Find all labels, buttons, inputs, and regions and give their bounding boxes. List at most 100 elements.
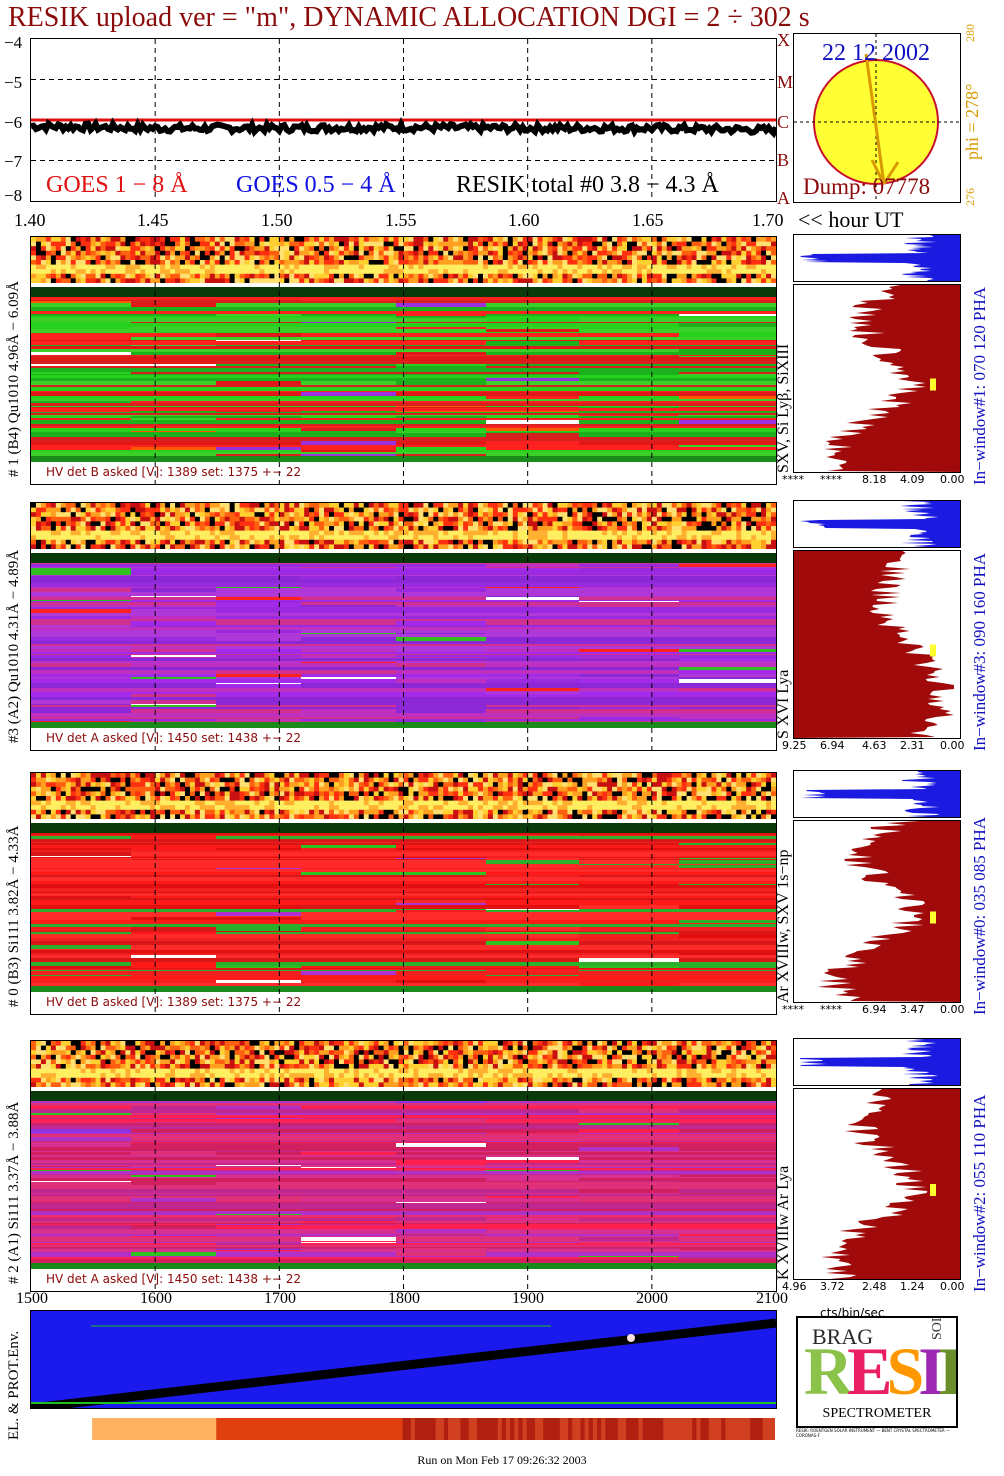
spectrum-stripe <box>679 697 776 700</box>
header-cell <box>612 246 618 252</box>
spectrum-stripe <box>579 717 680 719</box>
header-cell <box>681 260 688 266</box>
header-cell <box>398 507 404 513</box>
header-cell <box>696 782 702 788</box>
header-cell <box>170 544 176 550</box>
spectrum-stripe <box>679 355 776 356</box>
header-cell <box>512 278 519 284</box>
header-cell <box>666 773 673 779</box>
header-cell <box>542 260 549 266</box>
header-cell <box>125 512 131 518</box>
header-cell <box>646 521 653 527</box>
header-cell <box>512 791 519 797</box>
header-cell <box>631 773 638 779</box>
header-cell <box>264 241 270 247</box>
header-cell <box>358 516 365 522</box>
header-cell <box>55 773 62 779</box>
header-cell <box>214 507 221 513</box>
spectrum-stripe <box>486 431 580 432</box>
spectrum-stripe <box>679 413 776 415</box>
spectrum-stripe <box>679 406 776 407</box>
header-cell <box>289 507 295 513</box>
header-cell <box>746 773 752 779</box>
header-cell <box>577 241 583 247</box>
header-cell <box>140 526 146 532</box>
header-cell <box>204 544 211 550</box>
header-cell <box>363 273 370 279</box>
header-cell <box>473 278 479 284</box>
header-cell <box>428 255 434 261</box>
header-cell <box>358 544 365 550</box>
header-cell <box>502 521 509 527</box>
header-cell <box>532 521 539 527</box>
spectrum-stripe <box>216 303 302 307</box>
header-cell <box>358 255 365 261</box>
header-cell <box>607 782 613 788</box>
header-cell <box>378 530 385 536</box>
header-cell <box>90 250 97 256</box>
header-cell <box>641 503 648 509</box>
header-cell <box>80 791 87 797</box>
header-cell <box>204 539 211 545</box>
spectrum-stripe <box>216 576 302 579</box>
header-cell <box>244 507 251 513</box>
header-cell <box>80 260 87 266</box>
header-cell <box>279 264 285 270</box>
header-cell <box>582 278 588 284</box>
spectrum-stripe <box>396 705 487 707</box>
spectrum-stripe <box>679 415 776 416</box>
header-cell <box>408 260 414 266</box>
header-cell <box>309 512 315 518</box>
header-cell <box>329 791 335 797</box>
spectrum-stripe <box>396 399 487 401</box>
header-cell <box>502 237 509 243</box>
spectrum-stripe <box>301 372 397 374</box>
header-cell <box>209 791 216 797</box>
header-cell <box>756 273 762 279</box>
header-cell <box>309 796 315 802</box>
header-cell <box>363 503 370 509</box>
spectrum-stripe <box>679 592 776 596</box>
header-cell <box>358 269 365 275</box>
spectrum-stripe <box>131 609 217 613</box>
header-cell <box>100 796 106 802</box>
header-cell <box>656 791 663 797</box>
spectrum-stripe <box>486 452 580 454</box>
header-cell <box>547 241 553 247</box>
header-cell <box>636 503 643 509</box>
header-cell <box>135 535 141 541</box>
spectrum-stripe <box>301 694 397 697</box>
header-cell <box>547 773 553 779</box>
header-cell <box>35 246 42 252</box>
header-cell <box>751 273 757 279</box>
header-cell <box>582 264 588 270</box>
header-cell <box>189 269 196 275</box>
header-cell <box>522 786 529 792</box>
header-cell <box>55 512 62 518</box>
spectrum-stripe <box>31 596 132 597</box>
class-b: B <box>777 150 790 170</box>
header-cell <box>45 773 52 779</box>
header-cell <box>507 255 514 261</box>
header-cell <box>130 530 136 536</box>
header-cell <box>189 237 196 243</box>
header-cell <box>239 260 246 266</box>
header-cell <box>731 512 737 518</box>
header-cell <box>433 273 439 279</box>
spectrum-stripe <box>31 428 132 431</box>
header-cell <box>204 264 211 270</box>
header-cell <box>562 777 568 783</box>
header-cell <box>656 782 663 788</box>
spectrum-stripe <box>486 412 580 413</box>
header-cell <box>726 264 732 270</box>
spectrum-stripe <box>396 592 487 596</box>
spectrum-stripe <box>396 426 487 428</box>
spectrum-stripe <box>679 713 776 717</box>
header-cell <box>373 782 380 788</box>
header-cell <box>577 786 583 792</box>
header-cell <box>751 507 757 513</box>
header-cell <box>423 777 429 783</box>
header-cell <box>155 260 161 266</box>
header-cell <box>170 512 176 518</box>
spectrum-stripe <box>579 387 680 391</box>
